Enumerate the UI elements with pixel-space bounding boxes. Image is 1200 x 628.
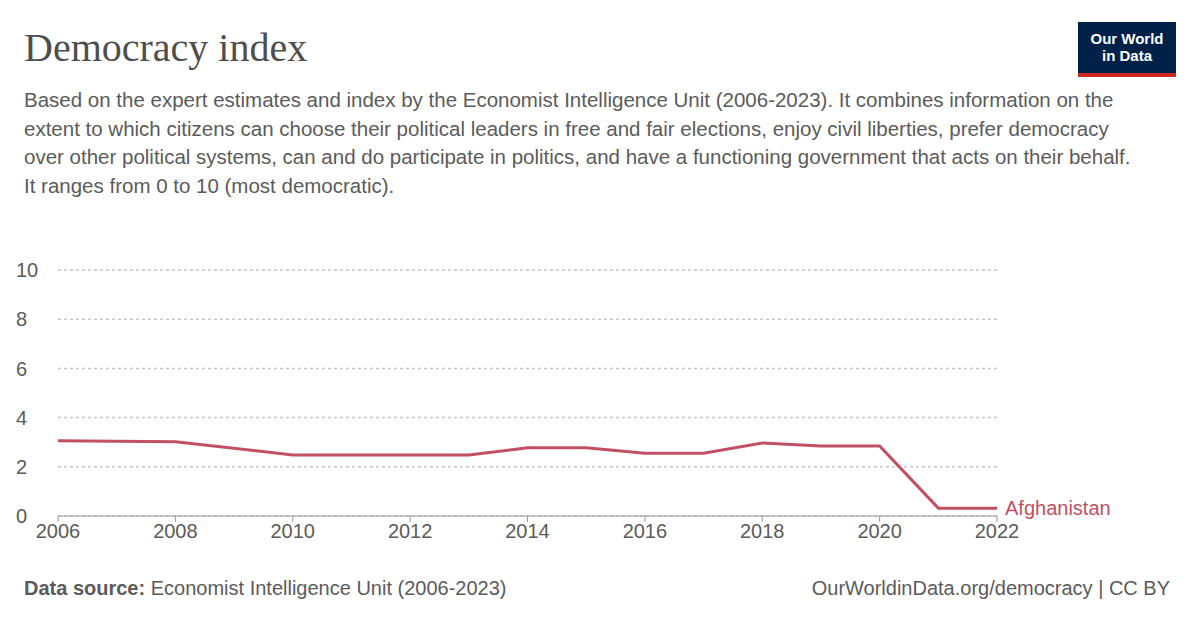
svg-text:2012: 2012 — [388, 520, 433, 542]
svg-text:2018: 2018 — [740, 520, 785, 542]
svg-text:2020: 2020 — [857, 520, 902, 542]
svg-text:2022: 2022 — [975, 520, 1020, 542]
svg-text:8: 8 — [16, 308, 27, 330]
html-text:Data source: Economist Intelli: Data source: Economist Intelligence Unit… — [24, 577, 507, 599]
svg-text:6: 6 — [16, 358, 27, 380]
svg-text:2008: 2008 — [153, 520, 198, 542]
svg-text:2014: 2014 — [505, 520, 550, 542]
svg-text:2006: 2006 — [36, 520, 81, 542]
svg-text:2: 2 — [16, 456, 27, 478]
svg-text:4: 4 — [16, 407, 27, 429]
svg-text:2010: 2010 — [271, 520, 316, 542]
svg-text:2016: 2016 — [623, 520, 668, 542]
html-text:Based on the expert estimates: Based on the expert estimates and index … — [24, 88, 1131, 197]
html-text:Our World: Our World — [1090, 30, 1164, 47]
svg-text:Afghanistan: Afghanistan — [1005, 497, 1111, 519]
svg-text:10: 10 — [16, 259, 38, 281]
html-text:OurWorldinData.org/democracy |: OurWorldinData.org/democracy | CC BY — [811, 577, 1170, 599]
html-text:Democracy index: Democracy index — [24, 25, 308, 70]
html-text:in Data: in Data — [1102, 47, 1152, 64]
svg-text:0: 0 — [16, 505, 27, 527]
